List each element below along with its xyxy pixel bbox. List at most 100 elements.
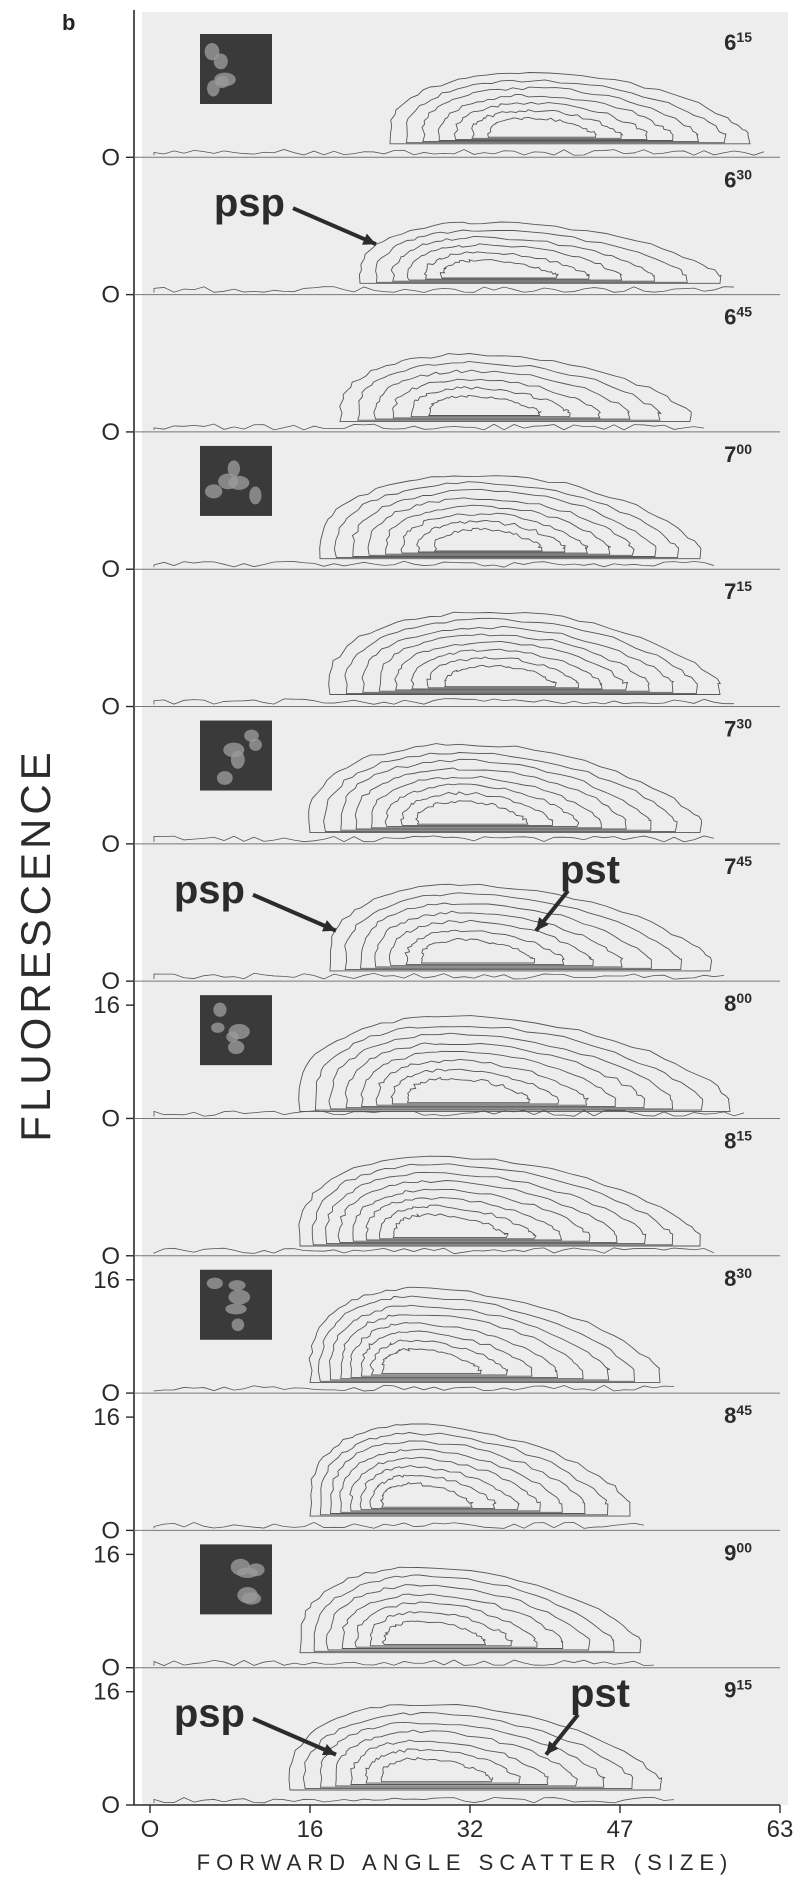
annotation-psp: psp	[174, 868, 245, 912]
contour-level-3	[319, 1721, 606, 1788]
contour-level-2	[405, 79, 727, 144]
contour-level-7	[381, 1620, 487, 1645]
contour-level-6	[359, 1465, 520, 1511]
micrograph-cell	[228, 1289, 251, 1305]
contour-level-7	[380, 1756, 494, 1783]
contour-level-6	[365, 1197, 563, 1241]
contour-level-5	[410, 386, 571, 418]
y-tick-label: O	[101, 694, 120, 721]
micrograph-cell	[228, 1280, 246, 1291]
y-tick-label: 16	[93, 1404, 120, 1431]
contour-level-4	[378, 633, 650, 692]
contour-baseline-noise	[153, 972, 725, 980]
micrograph-cell	[237, 1587, 258, 1604]
panel-letter: b	[62, 10, 76, 35]
contour-level-2	[357, 360, 662, 421]
contour-level-8	[406, 1076, 531, 1104]
annotation-arrowhead	[546, 1740, 559, 1755]
contour-level-2	[302, 1712, 634, 1790]
contour-level-5	[350, 1739, 549, 1785]
contour-baseline-noise	[153, 149, 765, 156]
time-label: 630	[724, 166, 752, 192]
contour-level-6	[471, 109, 624, 139]
time-label: 715	[724, 578, 752, 604]
contour-level-2	[319, 1432, 609, 1516]
x-tick-label: O	[141, 1816, 160, 1843]
time-label: 845	[724, 1402, 752, 1428]
contour-level-1	[299, 1566, 642, 1654]
panel-2: O 630 psp	[101, 166, 780, 309]
time-label: 745	[724, 853, 752, 879]
contour-level-1	[389, 72, 751, 145]
contour-level-3	[340, 758, 652, 831]
contour-level-1	[298, 1155, 701, 1247]
annotation-arrowhead	[362, 233, 376, 245]
micrograph-cell	[228, 1040, 245, 1055]
contour-level-8	[415, 800, 529, 825]
plot-background	[142, 12, 788, 1805]
y-tick-label: O	[101, 419, 120, 446]
y-tick-label: O	[101, 1517, 120, 1544]
annotation-arrowhead	[536, 917, 549, 931]
annotation-psp: psp	[174, 1692, 245, 1736]
contour-level-3	[351, 488, 657, 557]
annotation-arrow	[292, 206, 377, 247]
contour-level-7	[369, 1339, 509, 1376]
time-label: 815	[724, 1127, 752, 1153]
micrograph-cell	[211, 1022, 225, 1033]
time-label: 800	[724, 990, 752, 1016]
contour-level-5	[423, 251, 590, 280]
contour-level-5	[354, 1601, 538, 1648]
contour-level-4	[437, 94, 674, 141]
annotation-pst: pst	[570, 1672, 630, 1716]
annotation-arrow	[252, 1716, 337, 1757]
micrograph-inset	[200, 1544, 272, 1615]
time-label: 730	[724, 716, 752, 742]
contour-baseline-noise	[153, 1521, 645, 1529]
contour-level-5	[394, 640, 628, 691]
micrograph-cell	[213, 53, 228, 70]
x-tick-label: 47	[607, 1816, 634, 1843]
time-label: 615	[724, 29, 752, 55]
contour-level-5	[453, 101, 648, 140]
y-tick-label: 16	[93, 1267, 120, 1294]
panel-12: 16 O 900	[93, 1539, 780, 1682]
micrograph-cell	[215, 75, 229, 89]
micrograph-cell	[226, 1031, 239, 1043]
x-tick-label: 32	[457, 1816, 484, 1843]
contour-baseline-noise	[153, 698, 735, 705]
contour-level-2	[333, 481, 680, 559]
contour-level-7	[369, 1474, 497, 1509]
micrograph-cell	[231, 1318, 245, 1332]
contour-level-5	[360, 1050, 617, 1107]
contour-level-2	[314, 1026, 704, 1111]
contour-level-2	[313, 1574, 615, 1652]
micrograph-cell	[230, 750, 245, 769]
time-label: 900	[724, 1539, 752, 1565]
contour-level-4	[374, 910, 624, 968]
contour-level-8	[444, 664, 557, 688]
panel-10: 16 O 830	[93, 1265, 780, 1407]
contour-level-3	[329, 1304, 611, 1381]
contour-level-3	[373, 369, 631, 420]
x-tick-label: 16	[297, 1816, 324, 1843]
contour-level-4	[354, 767, 627, 830]
y-tick-label: O	[101, 1380, 120, 1407]
contour-level-7	[400, 791, 554, 826]
contour-level-1	[298, 1015, 731, 1112]
contour-level-2	[311, 1163, 674, 1246]
contour-level-5	[349, 1322, 559, 1378]
panel-8: 16 O 800	[93, 990, 780, 1132]
contour-level-4	[367, 497, 635, 556]
micrograph-cell	[236, 1567, 258, 1579]
contour-level-7	[390, 1068, 560, 1105]
contour-level-1	[319, 475, 702, 560]
y-tick-label: O	[101, 968, 120, 995]
panel-1: O 615	[101, 29, 780, 171]
contour-level-3	[328, 1032, 674, 1110]
contour-level-6	[375, 1058, 590, 1106]
contour-level-2	[323, 752, 678, 832]
contour-baseline-noise	[153, 1797, 675, 1804]
contour-baseline-noise	[153, 1247, 715, 1255]
contour-baseline-noise	[153, 1384, 675, 1392]
